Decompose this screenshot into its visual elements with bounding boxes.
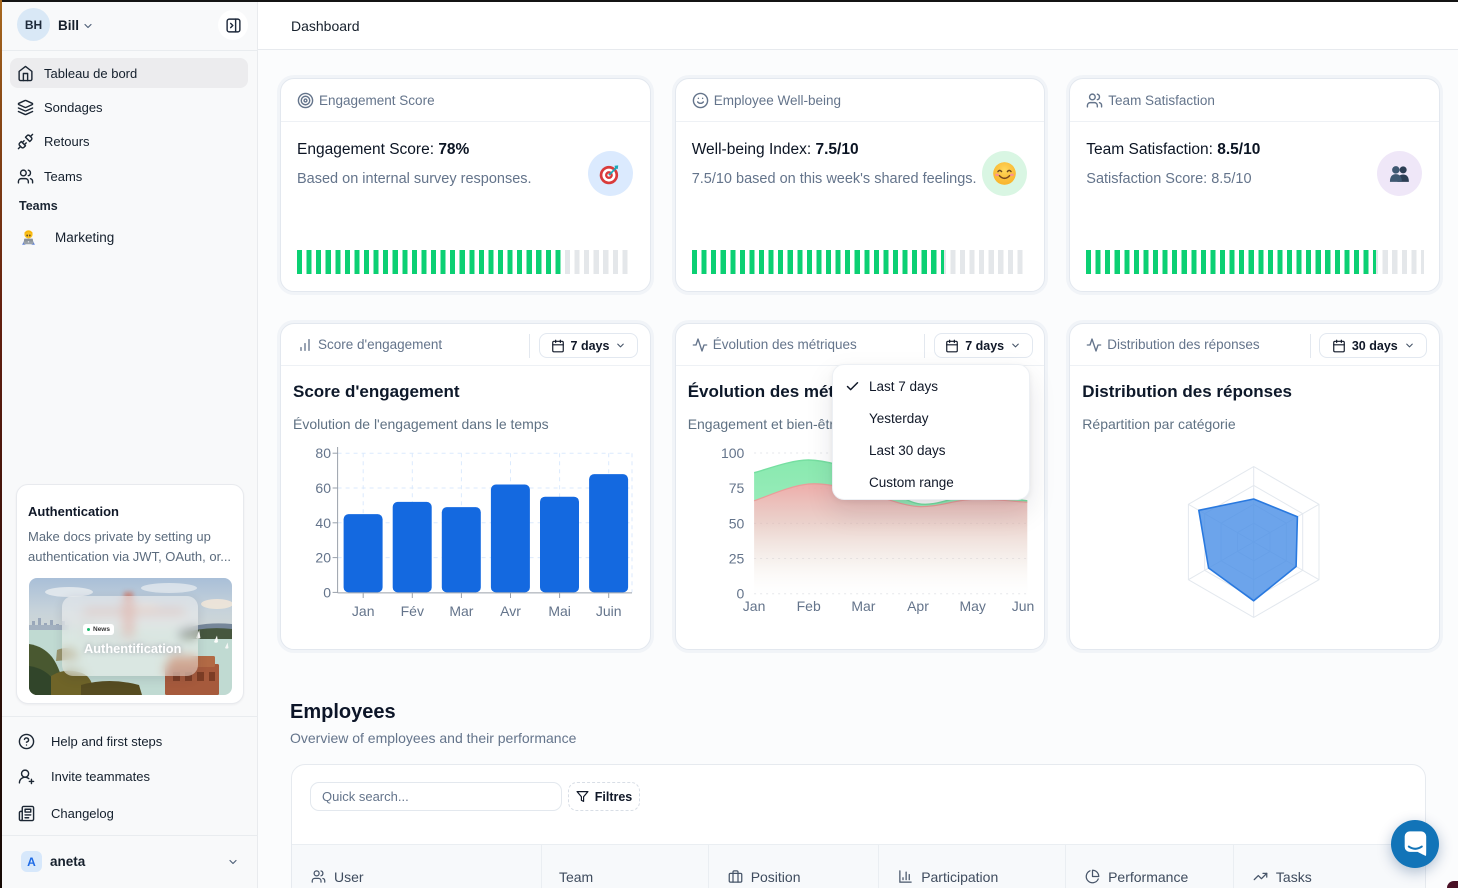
svg-text:Juin: Juin <box>596 603 622 619</box>
svg-text:May: May <box>959 598 985 614</box>
svg-text:75: 75 <box>728 480 744 496</box>
svg-text:Jun: Jun <box>1011 598 1034 614</box>
svg-text:0: 0 <box>736 586 744 602</box>
svg-text:Apr: Apr <box>907 598 929 614</box>
svg-text:Mar: Mar <box>851 598 875 614</box>
svg-text:80: 80 <box>315 445 331 461</box>
svg-text:Jan: Jan <box>742 598 765 614</box>
svg-text:Jan: Jan <box>352 603 375 619</box>
svg-text:Fév: Fév <box>401 603 424 619</box>
svg-text:Mai: Mai <box>548 603 571 619</box>
svg-text:25: 25 <box>728 551 744 567</box>
svg-text:100: 100 <box>721 445 745 461</box>
svg-text:20: 20 <box>315 550 331 566</box>
svg-text:Mar: Mar <box>449 603 473 619</box>
svg-text:Avr: Avr <box>500 603 521 619</box>
svg-text:60: 60 <box>315 480 331 496</box>
svg-text:40: 40 <box>315 515 331 531</box>
svg-text:Feb: Feb <box>796 598 820 614</box>
svg-text:50: 50 <box>728 515 744 531</box>
svg-text:0: 0 <box>323 584 331 600</box>
